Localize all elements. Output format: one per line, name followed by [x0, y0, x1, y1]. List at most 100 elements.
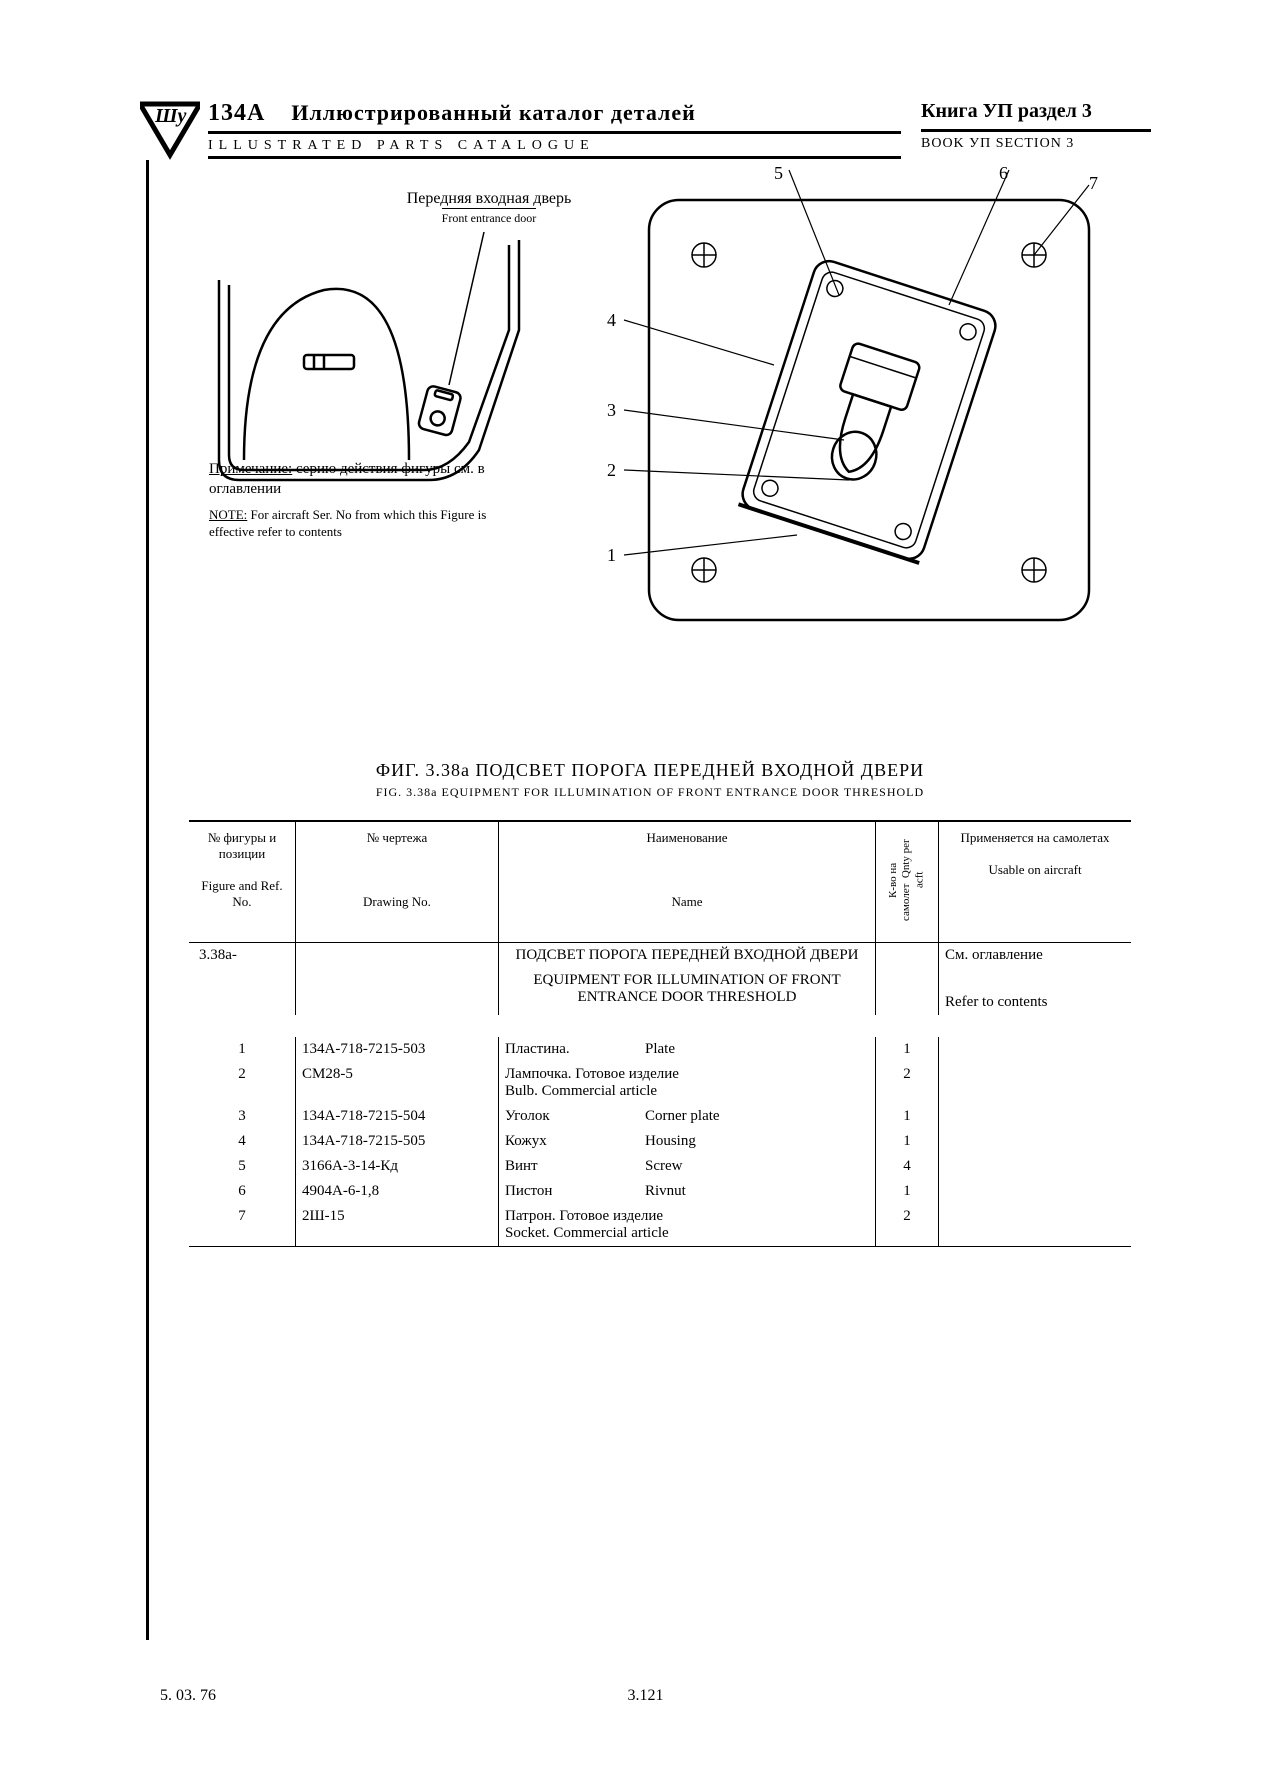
- cell-draw: 134A-718-7215-505: [296, 1129, 499, 1154]
- cell-draw: 134A-718-7215-503: [296, 1037, 499, 1062]
- table-row: 3134A-718-7215-504УголокCorner plate1: [189, 1104, 1131, 1129]
- note-en: NOTE: For aircraft Ser. No from which th…: [209, 507, 509, 541]
- note-ru-label: Примечание:: [209, 461, 292, 477]
- cell-name-ru: Винт: [505, 1158, 615, 1175]
- page: Шу 134A Иллюстрированный каталог деталей…: [0, 0, 1271, 1775]
- book-ru: Книга УП раздел 3: [921, 100, 1151, 132]
- svg-text:Шу: Шу: [154, 105, 187, 127]
- cell-name: УголокCorner plate: [499, 1104, 876, 1129]
- cell-ref: 6: [189, 1179, 296, 1204]
- table-row: 64904А-6-1,8ПистонRivnut1: [189, 1179, 1131, 1204]
- title-ru: Иллюстрированный каталог деталей: [291, 100, 695, 125]
- col-header-draw-ru: № чертежа: [367, 830, 428, 845]
- col-header-ref-en: Figure and Ref. No.: [201, 878, 282, 909]
- cell-name-en: Bulb. Commercial article: [505, 1083, 869, 1100]
- cell-name: ПистонRivnut: [499, 1179, 876, 1204]
- cell-draw: 4904А-6-1,8: [296, 1179, 499, 1204]
- cell-name: Патрон. Готовое изделиеSocket. Commercia…: [499, 1204, 876, 1246]
- cell-draw: 3166А-3-14-Кд: [296, 1154, 499, 1179]
- cell-name-en: Housing: [615, 1133, 869, 1150]
- table-group-row: 3.38а- ПОДСВЕТ ПОРОГА ПЕРЕДНЕЙ ВХОДНОЙ Д…: [189, 943, 1131, 1016]
- col-header-draw-en: Drawing No.: [363, 894, 431, 909]
- figure-title: ФИГ. 3.38а ПОДСВЕТ ПОРОГА ПЕРЕДНЕЙ ВХОДН…: [189, 760, 1111, 800]
- footer-date: 5. 03. 76: [160, 1687, 216, 1705]
- book-en: BOOK УП SECTION 3: [921, 132, 1151, 152]
- cell-ref: 3: [189, 1104, 296, 1129]
- group-name: ПОДСВЕТ ПОРОГА ПЕРЕДНЕЙ ВХОДНОЙ ДВЕРИ EQ…: [499, 943, 876, 1016]
- group-use-en: Refer to contents: [945, 994, 1125, 1011]
- callout-4: 4: [607, 310, 616, 331]
- cell-qty: 4: [876, 1154, 939, 1179]
- header-title: 134A Иллюстрированный каталог деталей IL…: [208, 100, 901, 159]
- group-use: См. оглавление Refer to contents: [939, 943, 1132, 1016]
- cell-name: Лампочка. Готовое изделиеBulb. Commercia…: [499, 1062, 876, 1104]
- cell-name-ru: Пистон: [505, 1183, 615, 1200]
- footer-page: 3.121: [628, 1687, 664, 1705]
- col-header-ref: № фигуры и позиции Figure and Ref. No.: [189, 822, 296, 943]
- cell-name: КожухHousing: [499, 1129, 876, 1154]
- group-ref: 3.38а-: [189, 943, 296, 1016]
- col-header-draw: № чертежа Drawing No.: [296, 822, 499, 943]
- header: Шу 134A Иллюстрированный каталог деталей…: [140, 100, 1151, 160]
- table-row: 1134A-718-7215-503Пластина.Plate1: [189, 1037, 1131, 1062]
- note-block: Примечание: серию действия фигуры см. в …: [209, 460, 509, 541]
- group-name-en: EQUIPMENT FOR ILLUMINATION OF FRONT ENTR…: [505, 972, 869, 1006]
- col-header-name-ru: Наименование: [647, 830, 728, 845]
- group-use-ru: См. оглавление: [945, 947, 1125, 964]
- note-ru: Примечание: серию действия фигуры см. в …: [209, 460, 509, 499]
- cell-draw: 134A-718-7215-504: [296, 1104, 499, 1129]
- table-row: 53166А-3-14-КдВинтScrew4: [189, 1154, 1131, 1179]
- col-header-qty: К-во на самолет Qnty per acft: [876, 822, 939, 943]
- cell-draw: 2Ш-15: [296, 1204, 499, 1246]
- table-row: 4134A-718-7215-505КожухHousing1: [189, 1129, 1131, 1154]
- col-header-ref-ru: № фигуры и позиции: [208, 830, 276, 861]
- cell-ref: 1: [189, 1037, 296, 1062]
- cell-qty: 1: [876, 1104, 939, 1129]
- table-row: 72Ш-15Патрон. Готовое изделиеSocket. Com…: [189, 1204, 1131, 1246]
- callout-1: 1: [607, 545, 616, 566]
- footer: 5. 03. 76 3.121: [160, 1687, 1131, 1705]
- callout-5: 5: [774, 163, 783, 184]
- content-frame: Передняя входная дверь Front entrance do…: [146, 160, 1151, 1640]
- technical-drawing: [149, 160, 1129, 720]
- figure-area: Передняя входная дверь Front entrance do…: [149, 160, 1151, 740]
- cell-name-en: Rivnut: [615, 1183, 869, 1200]
- cell-qty: 1: [876, 1179, 939, 1204]
- cell-name-ru: Кожух: [505, 1133, 615, 1150]
- table-header-row: № фигуры и позиции Figure and Ref. No. №…: [189, 822, 1131, 943]
- cell-qty: 2: [876, 1062, 939, 1104]
- cell-name: ВинтScrew: [499, 1154, 876, 1179]
- cell-ref: 4: [189, 1129, 296, 1154]
- cell-ref: 5: [189, 1154, 296, 1179]
- note-en-label: NOTE:: [209, 507, 247, 522]
- col-header-name: Наименование Name: [499, 822, 876, 943]
- col-header-use-en: Usable on aircraft: [988, 862, 1081, 877]
- cell-ref: 2: [189, 1062, 296, 1104]
- model-number: 134A: [208, 100, 265, 126]
- callout-3: 3: [607, 400, 616, 421]
- header-book: Книга УП раздел 3 BOOK УП SECTION 3: [921, 100, 1151, 152]
- cell-name-en: Screw: [615, 1158, 869, 1175]
- cell-name: Пластина.Plate: [499, 1037, 876, 1062]
- cell-name-en: Socket. Commercial article: [505, 1225, 869, 1242]
- cell-draw: СМ28-5: [296, 1062, 499, 1104]
- cell-name-ru: Пластина.: [505, 1041, 615, 1058]
- cell-name-ru: Патрон. Готовое изделие: [505, 1208, 869, 1225]
- cell-name-en: Corner plate: [615, 1108, 869, 1125]
- group-name-ru: ПОДСВЕТ ПОРОГА ПЕРЕДНЕЙ ВХОДНОЙ ДВЕРИ: [505, 947, 869, 964]
- figure-title-ru: ФИГ. 3.38а ПОДСВЕТ ПОРОГА ПЕРЕДНЕЙ ВХОДН…: [189, 760, 1111, 781]
- note-en-text: For aircraft Ser. No from which this Fig…: [209, 507, 486, 539]
- col-header-qty-en: Qnty per acft: [900, 839, 925, 888]
- table-row: 2СМ28-5Лампочка. Готовое изделиеBulb. Co…: [189, 1062, 1131, 1104]
- callout-6: 6: [999, 163, 1008, 184]
- parts-table: № фигуры и позиции Figure and Ref. No. №…: [189, 820, 1131, 1247]
- cell-name-en: Plate: [615, 1041, 869, 1058]
- title-en: ILLUSTRATED PARTS CATALOGUE: [208, 131, 901, 154]
- cell-ref: 7: [189, 1204, 296, 1246]
- col-header-use: Применяется на самолетах Usable on aircr…: [939, 822, 1132, 943]
- cell-qty: 1: [876, 1037, 939, 1062]
- col-header-use-ru: Применяется на самолетах: [961, 830, 1110, 845]
- figure-title-en: FIG. 3.38a EQUIPMENT FOR ILLUMINATION OF…: [189, 785, 1111, 800]
- cell-qty: 2: [876, 1204, 939, 1246]
- callout-2: 2: [607, 460, 616, 481]
